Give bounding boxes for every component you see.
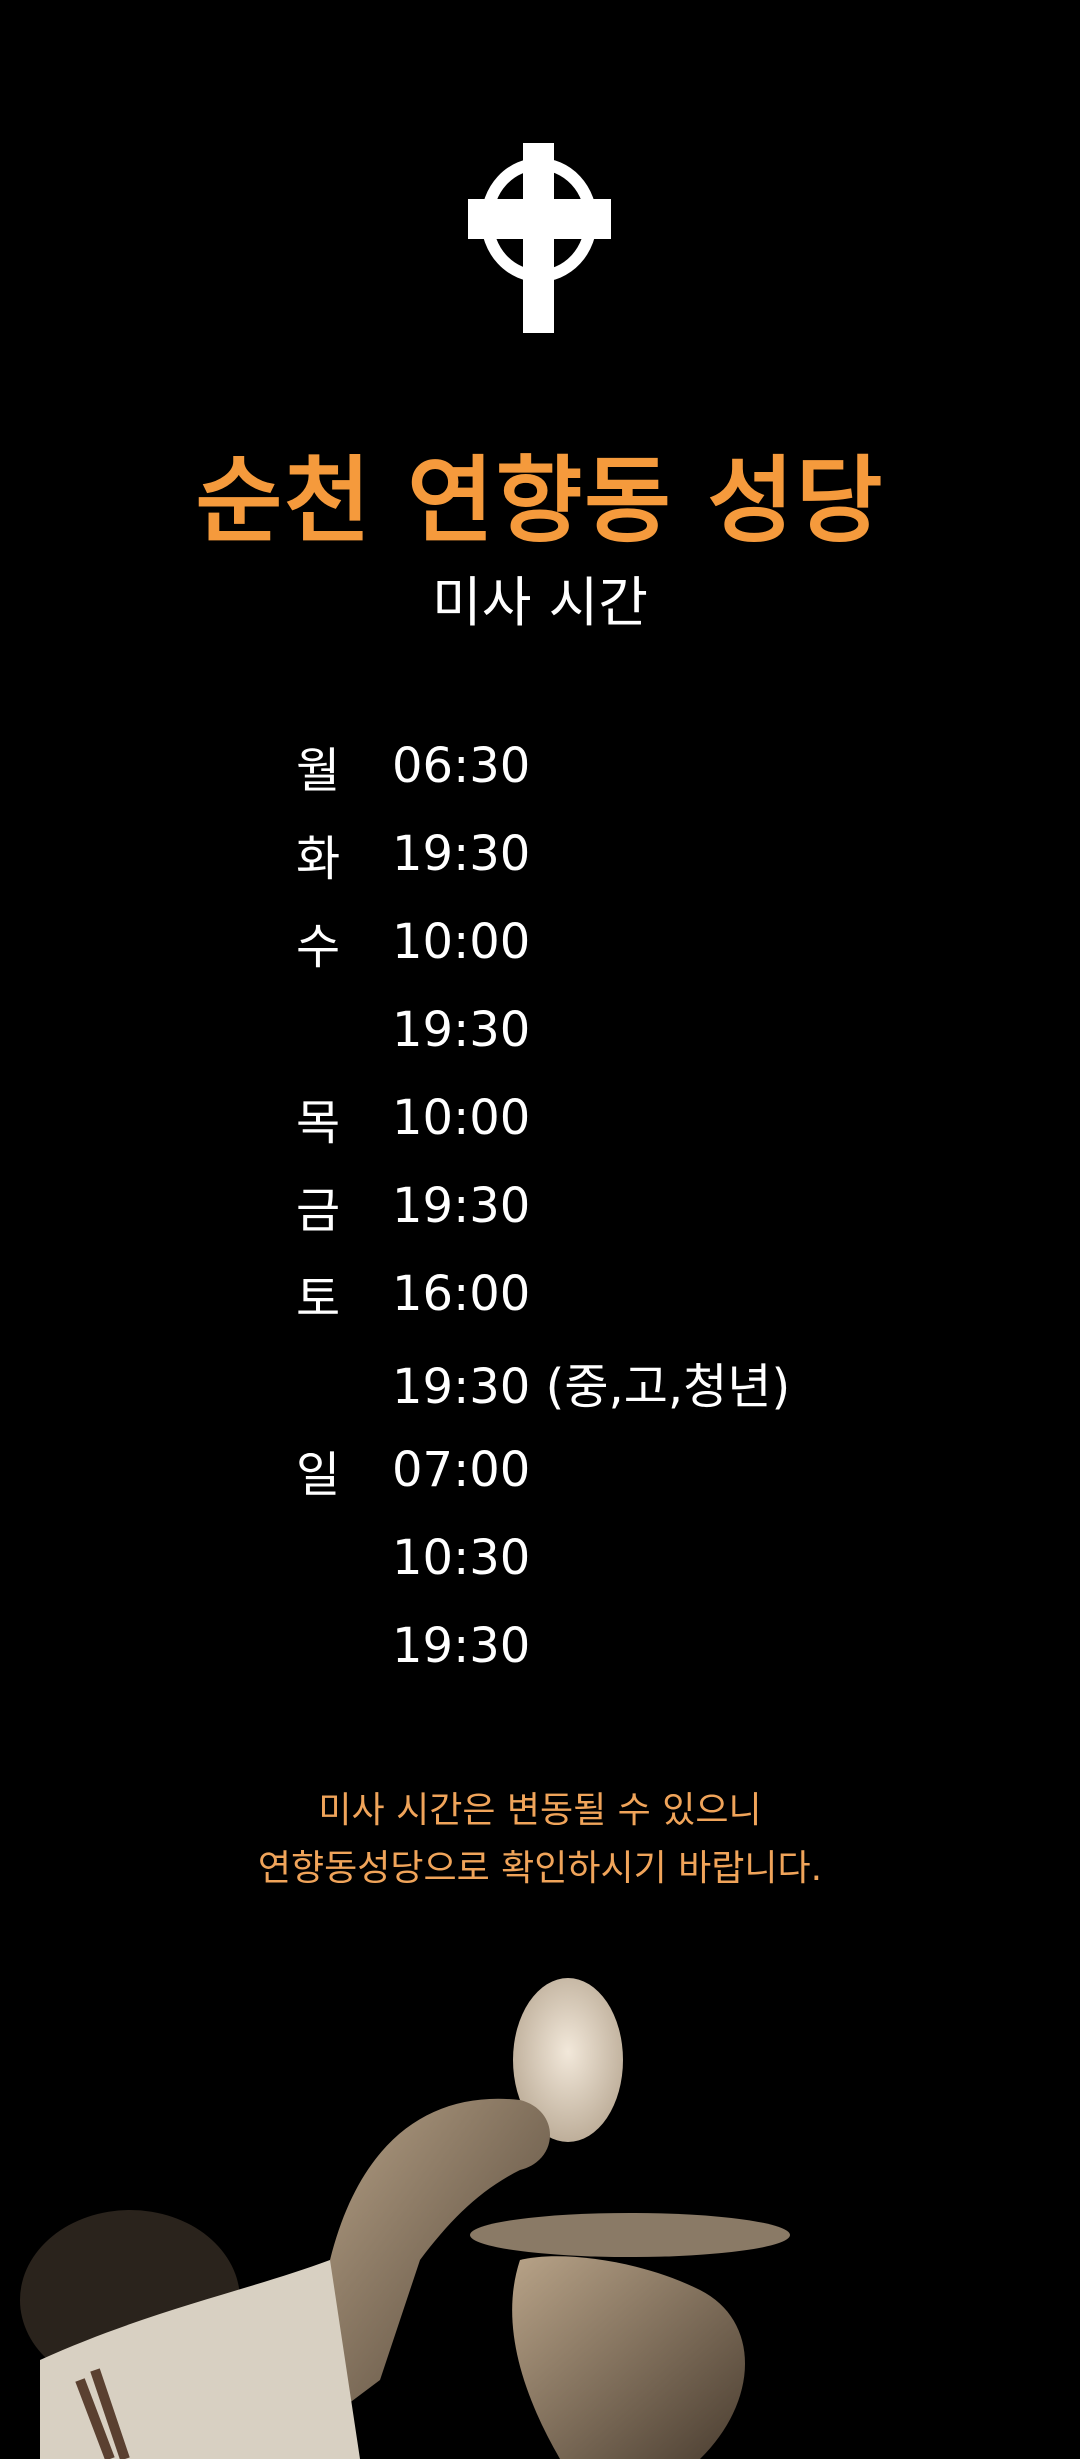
schedule-row: 수 10:00 [296, 898, 790, 986]
page-title: 순천 연향동 성당 [195, 447, 885, 556]
notice-line-2: 연향동성당으로 확인하시기 바랍니다. [257, 1848, 823, 1889]
schedule-row: 월 06:30 [296, 722, 790, 810]
schedule-day: 일 [296, 1447, 341, 1503]
schedule-row: 금 19:30 [296, 1162, 790, 1250]
schedule-time: 06:30 [392, 738, 531, 794]
schedule-time: 19:30 [392, 1618, 531, 1674]
eucharist-photo [20, 1978, 790, 2459]
schedule-row: 화 19:30 [296, 810, 790, 898]
schedule-time: 10:00 [392, 914, 531, 970]
schedule-row: 19:30 (중,고,청년) [296, 1338, 790, 1426]
schedule-notice: 미사 시간은 변동될 수 있으니 연향동성당으로 확인하시기 바랍니다. [0, 1782, 1080, 1898]
schedule-day: 금 [296, 1183, 341, 1239]
schedule-time: 19:30 (중,고,청년) [392, 1359, 791, 1415]
schedule-row: 토 16:00 [296, 1250, 790, 1338]
notice-line-1: 미사 시간은 변동될 수 있으니 [318, 1790, 762, 1831]
schedule-time: 07:00 [392, 1442, 531, 1498]
schedule-row: 19:30 [296, 986, 790, 1074]
schedule-day: 월 [296, 743, 341, 799]
schedule-row: 10:30 [296, 1514, 790, 1602]
schedule-time: 19:30 [392, 826, 531, 882]
schedule-time: 10:30 [392, 1530, 531, 1586]
schedule-time: 10:00 [392, 1090, 531, 1146]
schedule-day: 목 [296, 1095, 341, 1151]
schedule-row: 19:30 [296, 1602, 790, 1690]
schedule-row: 목 10:00 [296, 1074, 790, 1162]
schedule-time: 16:00 [392, 1266, 531, 1322]
schedule-day: 수 [296, 919, 341, 975]
schedule-day: 토 [296, 1271, 341, 1327]
schedule-time: 19:30 [392, 1002, 531, 1058]
schedule-row: 일 07:00 [296, 1426, 790, 1514]
page-subtitle: 미사 시간 [432, 571, 648, 634]
mass-schedule: 월 06:30 화 19:30 수 10:00 19:30 목 10:00 금 19:30 토 16:0… [296, 722, 790, 1690]
schedule-time: 19:30 [392, 1178, 531, 1234]
schedule-day: 화 [296, 831, 341, 887]
celtic-cross-icon [468, 143, 611, 333]
